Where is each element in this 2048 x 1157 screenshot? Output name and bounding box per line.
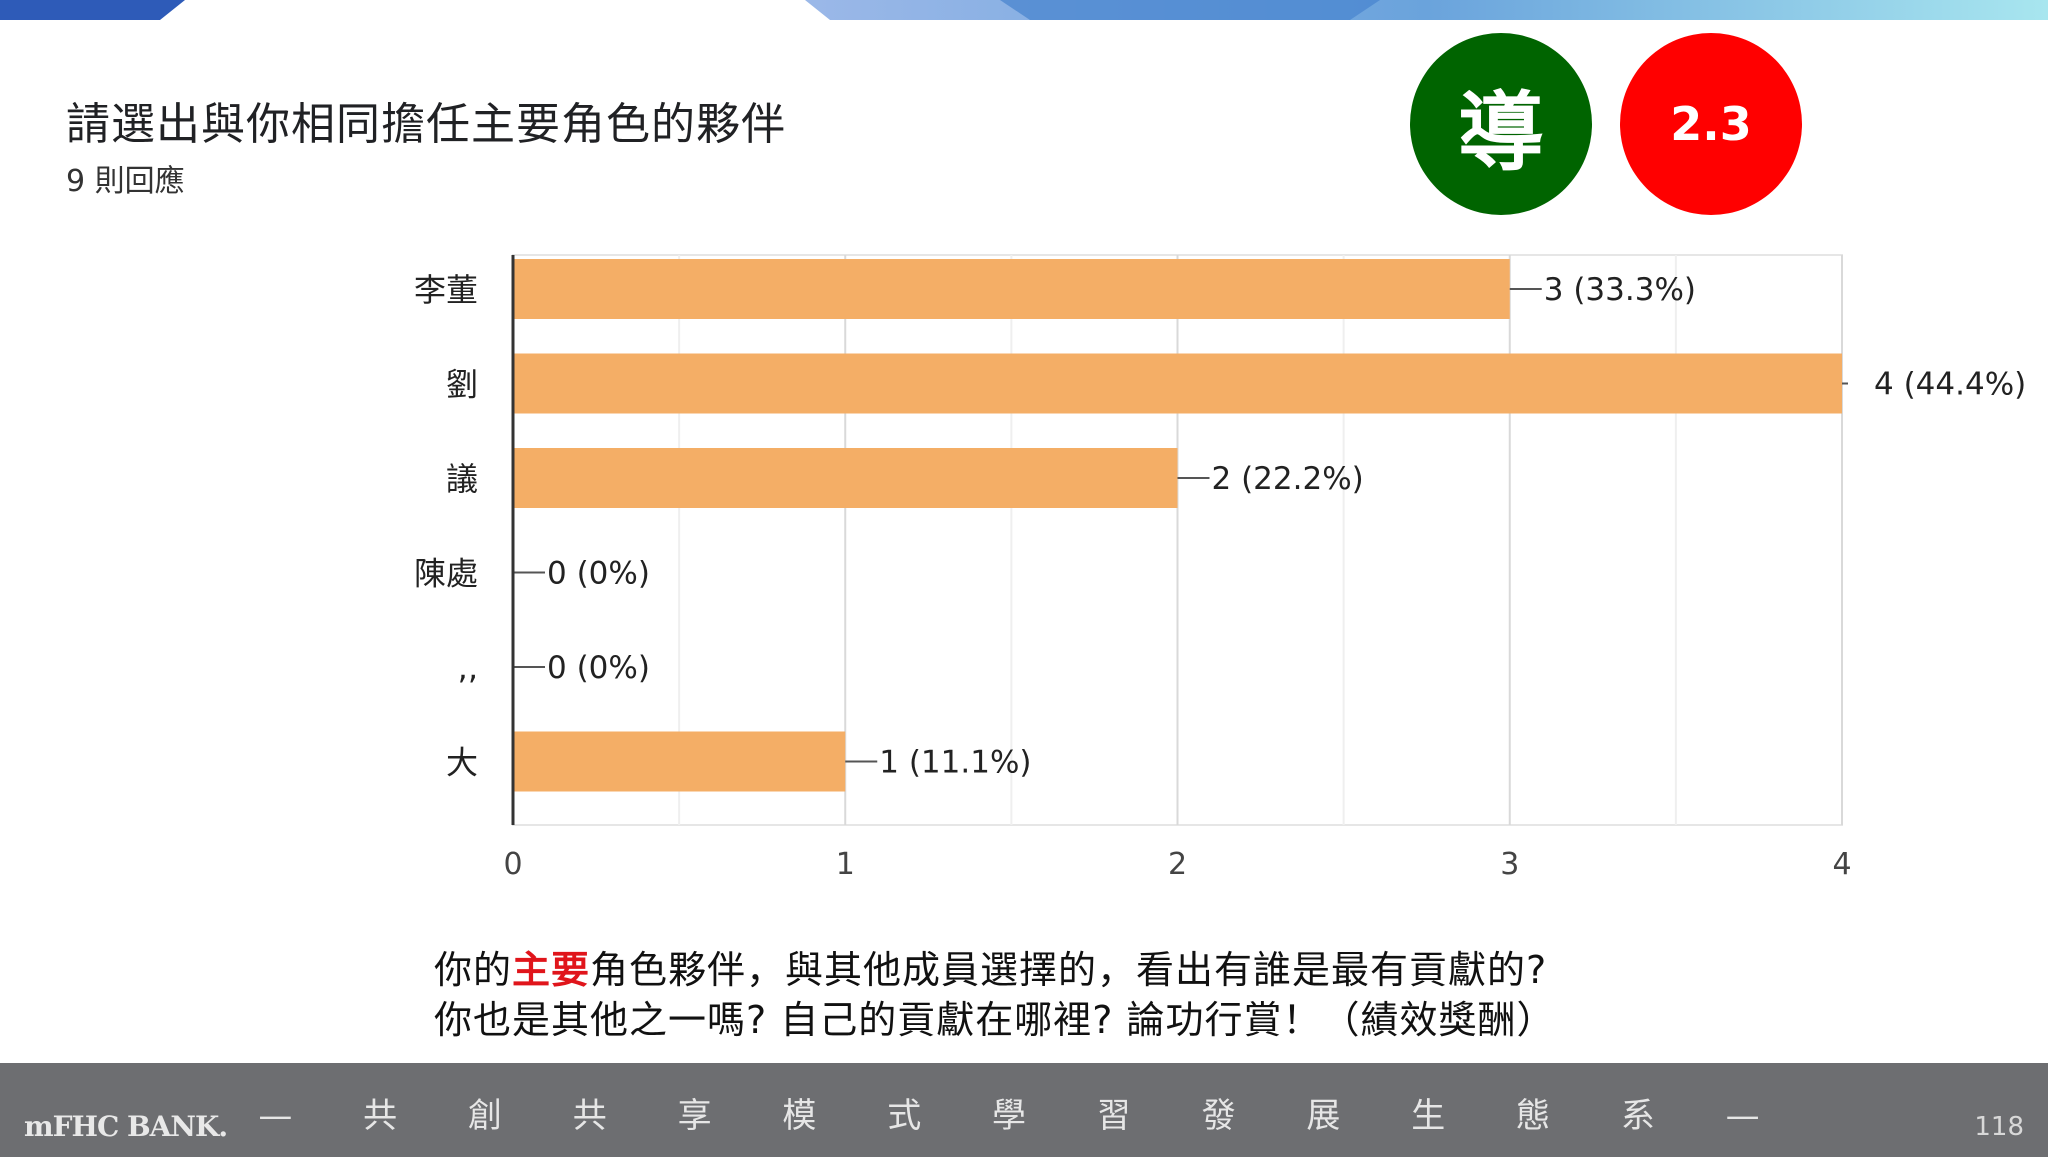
data-label: 0 (0%) — [547, 650, 650, 686]
page-title: 請選出與你相同擔任主要角色的夥伴 — [66, 99, 786, 150]
bar — [513, 731, 846, 792]
page-number: 118 — [1974, 1112, 2024, 1142]
x-tick-label: 1 — [836, 847, 855, 882]
category-label: 議 — [446, 460, 478, 498]
bar-chart: 李董 3 (33.3%) 劉 4 (44.4%) 議 2 (22.2%) 陳處 0 (0%),… — [414, 254, 2026, 882]
category-label: 劉 — [446, 366, 478, 404]
bar — [513, 448, 1178, 508]
data-label: 2 (22.2%) — [1212, 461, 1364, 497]
response-count: 9 則回應 — [66, 164, 185, 199]
data-label: 4 (44.4%) — [1874, 367, 2026, 403]
footer-bar — [0, 1063, 2048, 1157]
bar — [513, 353, 1842, 414]
data-label: 3 (33.3%) — [1544, 272, 1696, 308]
x-tick-label: 2 — [1168, 847, 1187, 882]
question-line-1: 你的主要角色夥伴，與其他成員選擇的，看出有誰是最有貢獻的? — [434, 945, 1556, 995]
discussion-question: 你的主要角色夥伴，與其他成員選擇的，看出有誰是最有貢獻的? 你也是其他之一嗎? … — [434, 945, 1556, 1045]
data-label: 0 (0%) — [547, 556, 650, 592]
bar — [513, 259, 1510, 319]
category-label: 李董 — [414, 271, 478, 309]
guide-badge: 導 — [1410, 33, 1592, 215]
category-label: ,, — [458, 649, 478, 687]
category-label: 陳處 — [414, 555, 478, 593]
category-label: 大 — [446, 744, 478, 782]
top-decorative-stripe — [0, 0, 2048, 20]
x-tick-label: 4 — [1832, 847, 1851, 882]
question-highlight: 主要 — [512, 948, 591, 992]
question-line-1-end: 角色夥伴，與其他成員選擇的，看出有誰是最有貢獻的? — [590, 948, 1548, 992]
section-badge: 2.3 — [1620, 33, 1802, 215]
x-tick-label: 0 — [503, 847, 522, 882]
question-line-1-start: 你的 — [434, 948, 513, 992]
data-label: 1 (11.1%) — [879, 745, 1031, 781]
bank-logo: mFHC BANK. — [24, 1110, 228, 1143]
question-line-2: 你也是其他之一嗎? 自己的貢獻在哪裡? 論功行賞！（績效獎酬） — [434, 998, 1556, 1042]
x-tick-label: 3 — [1500, 847, 1519, 882]
footer-slogan: — 共 創 共 享 模 式 學 習 發 展 生 態 系 — — [258, 1096, 1790, 1136]
